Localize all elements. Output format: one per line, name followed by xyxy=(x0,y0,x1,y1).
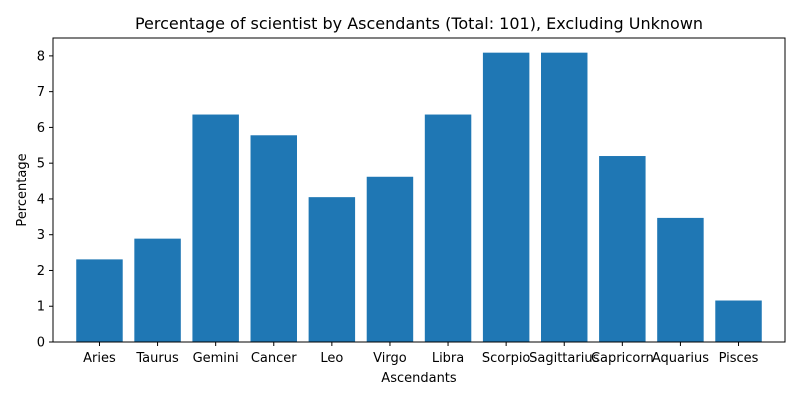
y-tick-label: 1 xyxy=(37,300,45,315)
bar-sagittarius xyxy=(541,52,588,343)
y-tick-label: 2 xyxy=(37,264,45,279)
x-tick-label: Pisces xyxy=(719,351,759,366)
x-tick-label: Aries xyxy=(83,351,116,366)
x-tick-label: Sagittarius xyxy=(529,351,599,366)
x-tick-label: Scorpio xyxy=(482,351,531,366)
bars-group xyxy=(76,52,762,343)
y-tick-label: 4 xyxy=(37,192,45,207)
x-axis-ticks: Aries Taurus Gemini Cancer Leo Virgo Libra Scor… xyxy=(83,342,759,366)
x-tick-label: Gemini xyxy=(193,351,239,366)
bar-taurus xyxy=(134,238,181,342)
chart-title: Percentage of scientist by Ascendants (T… xyxy=(135,14,703,33)
bar-gemini xyxy=(192,114,239,342)
y-axis-ticks: 0 1 2 3 4 5 6 7 8 xyxy=(37,49,53,351)
bar-aries xyxy=(76,259,123,342)
x-tick-label: Aquarius xyxy=(652,351,709,366)
plot-frame xyxy=(52,37,786,343)
y-tick-label: 0 xyxy=(37,336,45,351)
y-tick-label: 5 xyxy=(37,157,45,172)
y-tick-label: 8 xyxy=(37,49,45,64)
bar-pisces xyxy=(715,300,762,342)
y-tick-label: 7 xyxy=(37,85,45,100)
bar-capricorn xyxy=(599,156,646,342)
x-axis-label: Ascendants xyxy=(381,371,457,386)
bar-libra xyxy=(424,114,472,342)
x-tick-label: Leo xyxy=(320,351,343,366)
bar-leo xyxy=(308,197,356,342)
y-tick-label: 6 xyxy=(37,121,45,136)
bar-aquarius xyxy=(657,217,704,342)
bar-virgo xyxy=(366,176,414,342)
y-tick-label: 3 xyxy=(37,228,45,243)
bar-scorpio xyxy=(482,52,530,343)
bar-cancer xyxy=(250,135,297,342)
x-tick-label: Capricorn xyxy=(591,351,654,366)
y-axis-label: Percentage xyxy=(15,153,30,226)
x-tick-label: Libra xyxy=(432,351,464,366)
x-tick-label: Virgo xyxy=(373,351,407,366)
x-tick-label: Taurus xyxy=(135,351,179,366)
x-tick-label: Cancer xyxy=(251,351,297,366)
